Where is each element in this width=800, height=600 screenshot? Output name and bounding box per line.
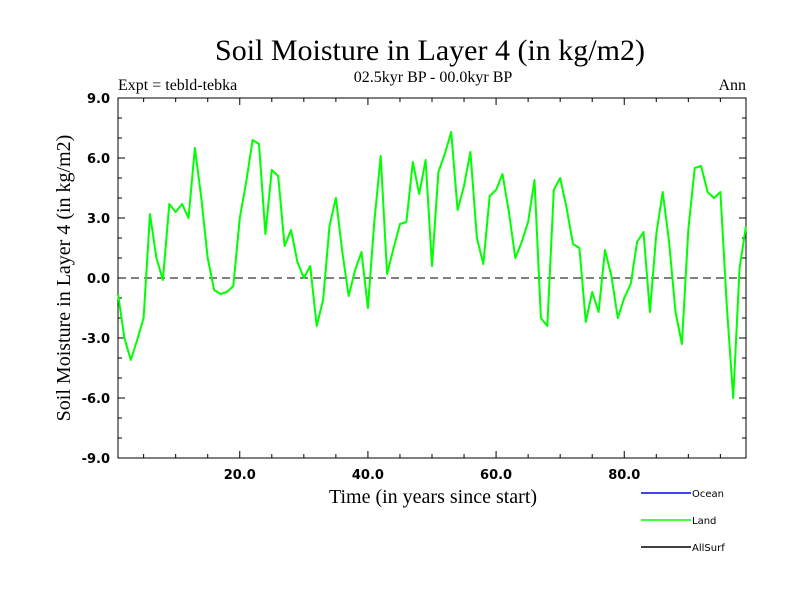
y-axis-label: Soil Moisture in Layer 4 (in kg/m2) bbox=[53, 135, 75, 422]
y-tick-label: -6.0 bbox=[82, 392, 110, 407]
time-range-label: 02.5kyr BP - 00.0kyr BP bbox=[354, 69, 513, 86]
x-axis-label: Time (in years since start) bbox=[329, 486, 537, 508]
y-tick-label: -3.0 bbox=[82, 332, 110, 347]
legend-label-allsurf: AllSurf bbox=[692, 543, 725, 554]
season-label: Ann bbox=[718, 77, 746, 94]
legend-label-land: Land bbox=[692, 516, 716, 527]
x-tick-label: 20.0 bbox=[224, 468, 256, 483]
y-tick-label: 9.0 bbox=[87, 92, 110, 107]
legend: Ocean Land AllSurf bbox=[641, 489, 725, 554]
y-tick-label: 6.0 bbox=[87, 152, 110, 167]
series-line-land bbox=[117, 131, 747, 399]
y-tick-label: -9.0 bbox=[82, 452, 110, 467]
chart-title: Soil Moisture in Layer 4 (in kg/m2) bbox=[215, 34, 645, 67]
x-tick-label: 80.0 bbox=[608, 468, 640, 483]
y-tick-label: 0.0 bbox=[87, 272, 110, 287]
x-tick-label: 60.0 bbox=[480, 468, 512, 483]
experiment-label: Expt = tebld-tebka bbox=[118, 77, 237, 94]
legend-label-ocean: Ocean bbox=[692, 489, 724, 500]
y-tick-label: 3.0 bbox=[87, 212, 110, 227]
x-tick-label: 40.0 bbox=[352, 468, 384, 483]
